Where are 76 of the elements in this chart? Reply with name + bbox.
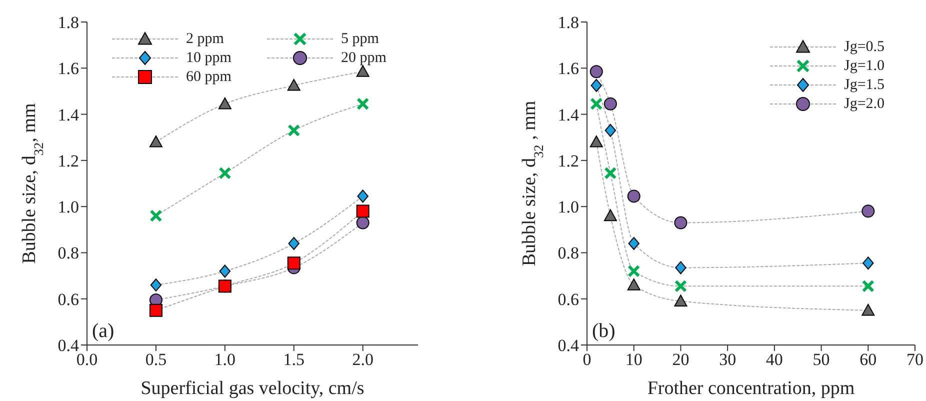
point: [590, 98, 603, 110]
x-tick-label: 20: [672, 350, 690, 370]
y-tick-label: 0.8: [58, 244, 79, 263]
x-tick-label: 70: [906, 350, 924, 370]
annotation: (a): [92, 320, 114, 342]
point: [219, 264, 231, 278]
y-tick-label: 1.6: [58, 59, 79, 78]
point: [862, 256, 874, 270]
legend-label: Jg=1.0: [844, 58, 885, 74]
point: [149, 304, 162, 317]
point: [357, 190, 368, 203]
point: [218, 97, 232, 110]
legend-label: 5 ppm: [341, 30, 379, 48]
point: [218, 166, 232, 180]
y-tick-label: 1.4: [558, 105, 580, 124]
y-tick-label: 1.4: [58, 105, 80, 124]
point: [287, 256, 300, 270]
legend-label: 60 ppm: [186, 68, 232, 86]
point: [356, 65, 370, 77]
point: [604, 166, 617, 180]
legend-label: Jg=0.5: [844, 38, 885, 56]
point: [356, 216, 370, 230]
x-tick-label: 30: [719, 350, 736, 370]
x-tick-label: 2.0: [352, 350, 374, 370]
point: [604, 124, 616, 137]
legend-label: Jg=1.5: [844, 76, 885, 94]
point: [604, 97, 617, 110]
point: [150, 210, 162, 222]
x-axis-title: Superficial gas velocity, cm/s: [140, 378, 364, 399]
y-tick-label: 1.0: [58, 198, 79, 217]
point: [674, 294, 688, 306]
y-tick-label: 1.6: [558, 59, 579, 78]
point: [674, 216, 688, 230]
y-tick-label: 0.4: [558, 336, 580, 356]
point: [627, 278, 640, 290]
point: [604, 209, 617, 222]
y-tick-label: 1.8: [58, 13, 79, 32]
y-tick-label: 0.6: [58, 290, 79, 309]
point: [674, 280, 688, 292]
point: [288, 236, 300, 250]
point: [628, 236, 640, 250]
point: [356, 204, 370, 218]
point: [628, 264, 640, 278]
point: [590, 135, 603, 148]
legend-label: 20 ppm: [341, 50, 386, 66]
y-tick-label: 0.8: [558, 244, 579, 263]
x-tick-label: 0.5: [145, 350, 167, 370]
y-tick-label: 0.6: [558, 290, 579, 309]
point: [590, 78, 602, 92]
x-tick-label: 0: [582, 350, 592, 370]
point: [862, 280, 874, 292]
x-tick-label: 1.5: [283, 350, 304, 370]
point: [590, 65, 603, 78]
x-tick-label: 10: [625, 350, 642, 370]
point: [287, 78, 300, 91]
point: [356, 98, 370, 110]
point: [288, 124, 300, 137]
point: [150, 278, 162, 292]
x-tick-label: 60: [860, 350, 877, 370]
point: [627, 190, 640, 203]
point: [862, 304, 875, 316]
y-tick-label: 1.8: [558, 13, 579, 32]
annotation: (b): [592, 320, 616, 342]
legend-label: Jg=2.0: [844, 96, 885, 112]
y-tick-label: 1.2: [58, 151, 79, 170]
legend-label: 2 ppm: [186, 30, 224, 48]
x-tick-label: 40: [766, 350, 783, 370]
y-tick-label: 1.2: [558, 151, 579, 170]
point: [862, 204, 875, 218]
y-tick-label: 1.0: [558, 198, 579, 217]
x-axis-title: Frother concentration, ppm: [647, 378, 855, 399]
point: [675, 261, 686, 274]
legend-label: 10 ppm: [186, 50, 232, 66]
x-tick-label: 1.0: [214, 350, 236, 370]
x-tick-label: 50: [812, 350, 830, 370]
point: [149, 135, 162, 148]
